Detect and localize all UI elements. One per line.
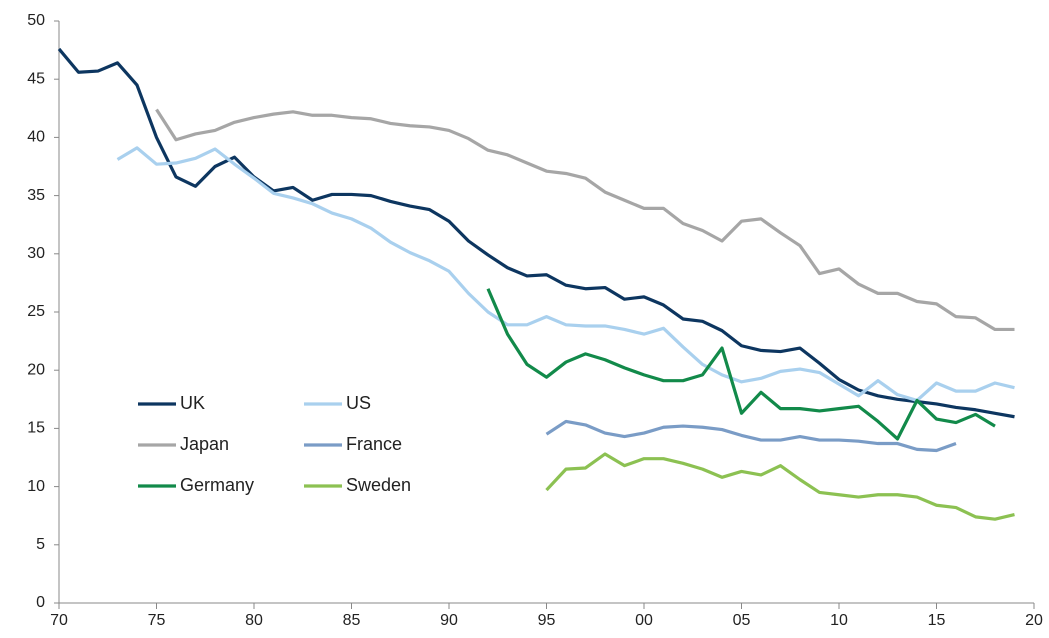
y-tick-label: 35 (27, 187, 45, 204)
legend-label: Japan (180, 434, 229, 454)
legend-label: UK (180, 393, 205, 413)
legend-label: France (346, 434, 402, 454)
series-line (545, 452, 1015, 521)
x-tick-label: 00 (635, 612, 653, 629)
y-tick-label: 40 (27, 129, 45, 146)
x-tick-label: 05 (733, 612, 751, 629)
x-tick-label: 10 (830, 612, 848, 629)
legend-label: US (346, 393, 371, 413)
y-tick-label: 20 (27, 361, 45, 378)
series-line (486, 288, 996, 441)
series-line (155, 108, 1015, 332)
legend-label: Sweden (346, 475, 411, 495)
y-tick-label: 15 (27, 420, 45, 437)
y-tick-label: 10 (27, 478, 45, 495)
x-tick-label: 85 (343, 612, 361, 629)
series-line (57, 47, 1015, 419)
y-tick-label: 50 (27, 12, 45, 29)
series-line (545, 419, 957, 453)
legend-label: Germany (180, 475, 254, 495)
x-tick-label: 80 (245, 612, 263, 629)
y-tick-label: 5 (36, 536, 45, 553)
x-tick-label: 70 (50, 612, 68, 629)
x-tick-label: 20 (1025, 612, 1043, 629)
y-tick-label: 0 (36, 594, 45, 611)
x-tick-label: 95 (538, 612, 556, 629)
y-tick-label: 30 (27, 245, 45, 262)
y-tick-label: 25 (27, 303, 45, 320)
x-tick-label: 90 (440, 612, 458, 629)
series-line (116, 146, 1015, 403)
y-tick-label: 45 (27, 70, 45, 87)
x-tick-label: 15 (928, 612, 946, 629)
x-tick-label: 75 (148, 612, 166, 629)
